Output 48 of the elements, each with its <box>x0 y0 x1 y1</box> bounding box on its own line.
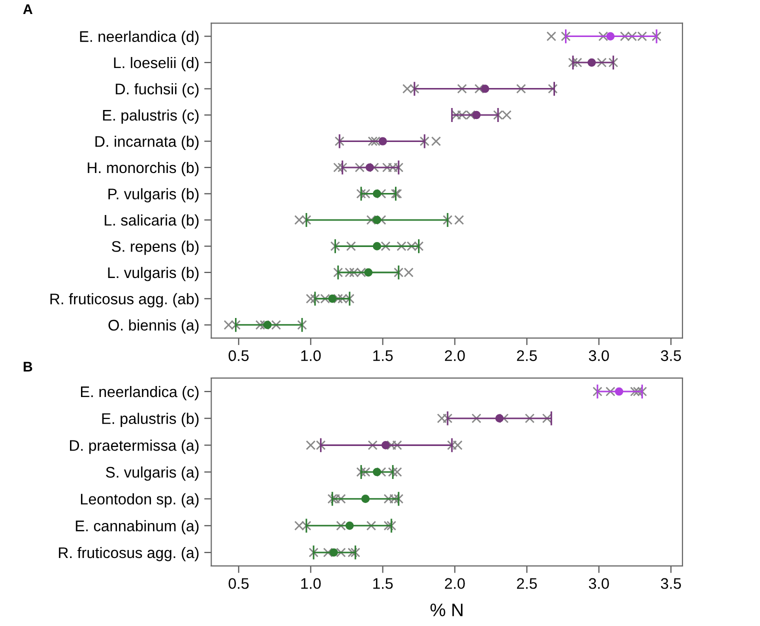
y-tick-label: O. biennis (a) <box>108 319 199 334</box>
y-tick-label: L. vulgaris (b) <box>108 266 199 282</box>
point <box>372 242 382 250</box>
y-tick-label: Leontodon sp. (a) <box>80 493 199 508</box>
point <box>480 84 490 93</box>
y-tick-label: E. palustris (c) <box>103 109 199 124</box>
y-tick-label: E. neerlandica (c) <box>81 386 199 400</box>
y-tick-label: E. cannabinum (a) <box>76 520 199 534</box>
text: B <box>24 362 32 372</box>
y-tick-label: S. repens (b) <box>112 240 199 255</box>
y-tick-label: D. praetermissa (a) <box>70 440 199 454</box>
x-tick-label: 1.5 <box>373 350 393 362</box>
x-tick-label: 2.5 <box>517 350 537 362</box>
point <box>378 137 387 146</box>
point <box>364 268 373 277</box>
x-tick-label: 3.0 <box>588 578 609 589</box>
y-tick-label: D. fuchsii (c) <box>116 83 199 98</box>
x-tick-label: 0.5 <box>228 578 249 589</box>
point <box>372 216 382 224</box>
x-tick-label: 3.5 <box>660 350 681 362</box>
x-tick-label: 3.5 <box>660 578 681 589</box>
x-tick-label: 1.5 <box>373 578 393 589</box>
y-tick-label: E. neerlandica (d) <box>80 30 199 45</box>
point <box>263 320 272 330</box>
x-axis-title: % N <box>430 604 462 616</box>
point <box>472 110 481 120</box>
y-tick-label: R. fruticosus agg. (a) <box>58 546 199 562</box>
x-tick-label: 1.0 <box>301 350 321 362</box>
point <box>366 163 374 172</box>
x-tick-label: 0.5 <box>228 350 249 362</box>
point <box>606 32 615 40</box>
y-tick-label: L. salicaria (b) <box>104 214 199 229</box>
y-tick-label: D. incarnata (b) <box>95 136 199 150</box>
point <box>328 294 336 303</box>
x-tick-label: 1.0 <box>301 578 321 589</box>
y-tick-label: P. vulgaris (b) <box>108 188 199 202</box>
y-tick-label: S. vulgaris (a) <box>106 466 199 481</box>
point <box>588 58 596 67</box>
text: A <box>23 4 32 14</box>
y-tick-label: L. loeselii (d) <box>114 56 199 72</box>
x-tick-label: 2.0 <box>444 578 465 589</box>
x-tick-label: 3.0 <box>588 350 609 362</box>
y-tick-label: R. fruticosus agg. (ab) <box>50 293 199 308</box>
point <box>372 190 382 198</box>
y-tick-label: E. palustris (b) <box>102 412 199 428</box>
x-tick-label: 2.0 <box>444 350 465 362</box>
y-tick-label: H. monorchis (b) <box>88 162 199 176</box>
x-tick-label: 2.5 <box>517 578 537 589</box>
